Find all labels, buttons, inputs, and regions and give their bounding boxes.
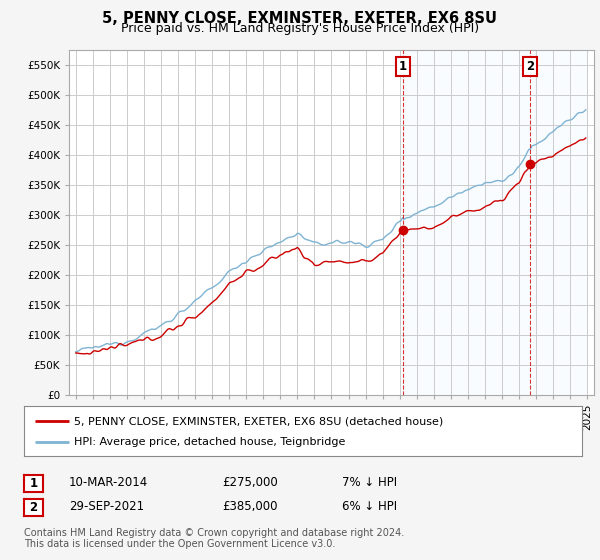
Text: Price paid vs. HM Land Registry's House Price Index (HPI): Price paid vs. HM Land Registry's House … [121,22,479,35]
Text: 5, PENNY CLOSE, EXMINSTER, EXETER, EX6 8SU (detached house): 5, PENNY CLOSE, EXMINSTER, EXETER, EX6 8… [74,416,443,426]
Text: Contains HM Land Registry data © Crown copyright and database right 2024.
This d: Contains HM Land Registry data © Crown c… [24,528,404,549]
Text: 7% ↓ HPI: 7% ↓ HPI [342,476,397,489]
Text: 1: 1 [29,477,38,490]
Bar [403,50,587,395]
Text: HPI: Average price, detached house, Teignbridge: HPI: Average price, detached house, Teig… [74,437,346,447]
Text: 5, PENNY CLOSE, EXMINSTER, EXETER, EX6 8SU: 5, PENNY CLOSE, EXMINSTER, EXETER, EX6 8… [103,11,497,26]
Text: 1: 1 [398,60,407,73]
Text: 29-SEP-2021: 29-SEP-2021 [69,500,144,514]
Text: £275,000: £275,000 [222,476,278,489]
Text: 2: 2 [29,501,38,514]
Text: 6% ↓ HPI: 6% ↓ HPI [342,500,397,514]
Text: 10-MAR-2014: 10-MAR-2014 [69,476,148,489]
Text: £385,000: £385,000 [222,500,277,514]
Text: 2: 2 [526,60,535,73]
